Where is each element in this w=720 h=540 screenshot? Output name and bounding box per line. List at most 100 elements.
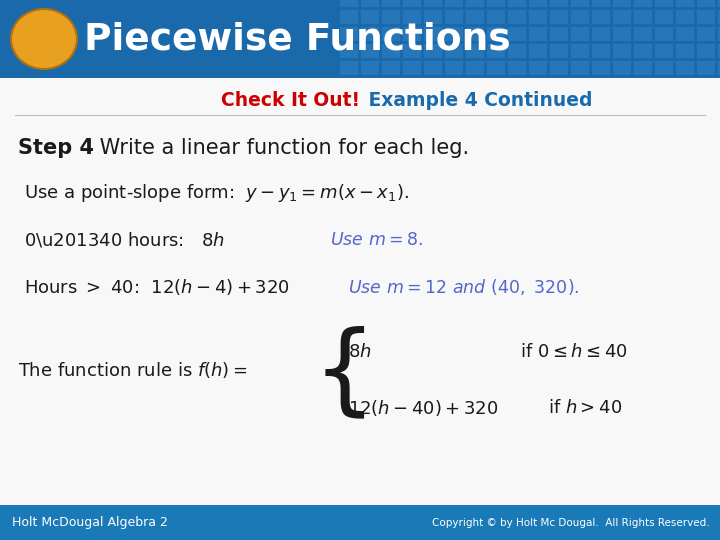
Text: $\{$: $\{$	[312, 327, 365, 423]
Bar	[718, 10, 720, 24]
Bar	[466, 10, 484, 24]
Text: Piecewise Functions: Piecewise Functions	[84, 21, 510, 57]
Bar	[550, 61, 568, 75]
Bar	[424, 61, 442, 75]
Bar	[340, 10, 358, 24]
Bar	[445, 44, 463, 58]
Bar	[403, 0, 421, 7]
Bar	[382, 27, 400, 41]
Bar	[382, 0, 400, 7]
Bar	[508, 61, 526, 75]
Bar	[403, 27, 421, 41]
Bar	[487, 10, 505, 24]
Bar	[361, 44, 379, 58]
Bar	[697, 0, 715, 7]
Bar	[466, 44, 484, 58]
Bar	[508, 44, 526, 58]
Bar	[550, 0, 568, 7]
Bar	[424, 27, 442, 41]
Bar	[424, 0, 442, 7]
Bar	[655, 44, 673, 58]
Bar	[340, 61, 358, 75]
Bar	[529, 27, 547, 41]
Bar	[613, 44, 631, 58]
Bar	[487, 44, 505, 58]
Bar	[592, 44, 610, 58]
Bar	[424, 10, 442, 24]
Text: if $h > 40$: if $h > 40$	[548, 399, 622, 417]
Text: Holt McDougal Algebra 2: Holt McDougal Algebra 2	[12, 516, 168, 529]
Bar	[403, 61, 421, 75]
Bar	[403, 44, 421, 58]
Bar	[676, 0, 694, 7]
Bar	[571, 61, 589, 75]
Bar	[466, 0, 484, 7]
Bar	[697, 61, 715, 75]
Bar	[0, 505, 720, 540]
Bar	[634, 44, 652, 58]
Bar	[361, 10, 379, 24]
Text: Check It Out!: Check It Out!	[221, 91, 360, 110]
Bar	[424, 44, 442, 58]
Bar	[613, 10, 631, 24]
Bar	[529, 61, 547, 75]
Bar	[655, 10, 673, 24]
Bar	[487, 61, 505, 75]
Bar	[592, 61, 610, 75]
Bar	[529, 10, 547, 24]
Text: Example 4 Continued: Example 4 Continued	[362, 91, 593, 110]
Bar	[697, 27, 715, 41]
Bar	[508, 0, 526, 7]
Bar	[655, 27, 673, 41]
Bar	[382, 44, 400, 58]
Bar	[655, 61, 673, 75]
Bar	[550, 27, 568, 41]
Bar	[676, 27, 694, 41]
Bar	[571, 10, 589, 24]
Text: Hours $>$ 40:  $12(h - 4) + 320$: Hours $>$ 40: $12(h - 4) + 320$	[24, 277, 289, 297]
Bar	[718, 44, 720, 58]
Bar	[592, 27, 610, 41]
Text: Step 4: Step 4	[18, 138, 94, 158]
Text: 0\u201340 hours:   $8h$: 0\u201340 hours: $8h$	[24, 231, 225, 249]
Bar	[508, 27, 526, 41]
Bar	[466, 27, 484, 41]
Bar	[655, 0, 673, 7]
Bar	[676, 44, 694, 58]
Bar	[592, 10, 610, 24]
Bar	[697, 10, 715, 24]
Bar	[340, 0, 358, 7]
Bar	[676, 10, 694, 24]
Text: Write a linear function for each leg.: Write a linear function for each leg.	[93, 138, 469, 158]
Bar	[487, 0, 505, 7]
Bar	[382, 61, 400, 75]
Bar	[508, 10, 526, 24]
Bar	[466, 61, 484, 75]
Bar	[613, 61, 631, 75]
Bar	[403, 10, 421, 24]
Bar	[340, 27, 358, 41]
Bar	[718, 0, 720, 7]
Text: $12(h - 40) + 320$: $12(h - 40) + 320$	[348, 398, 498, 418]
Bar	[361, 61, 379, 75]
Bar	[529, 0, 547, 7]
Bar	[571, 0, 589, 7]
Bar	[445, 61, 463, 75]
Ellipse shape	[11, 9, 77, 69]
Text: The function rule is $f(h) =$: The function rule is $f(h) =$	[18, 360, 248, 380]
Bar	[487, 27, 505, 41]
Bar	[571, 27, 589, 41]
Bar	[445, 0, 463, 7]
Text: $\mathit{Use\ m = 12\ and\ (40,\ 320).}$: $\mathit{Use\ m = 12\ and\ (40,\ 320).}$	[348, 277, 580, 297]
Bar	[550, 44, 568, 58]
Bar	[676, 61, 694, 75]
Bar	[340, 44, 358, 58]
Bar	[634, 10, 652, 24]
Bar	[697, 44, 715, 58]
Text: $8h$: $8h$	[348, 343, 372, 361]
Bar	[613, 0, 631, 7]
Bar	[361, 0, 379, 7]
Bar	[592, 0, 610, 7]
Bar	[634, 61, 652, 75]
Bar	[361, 27, 379, 41]
